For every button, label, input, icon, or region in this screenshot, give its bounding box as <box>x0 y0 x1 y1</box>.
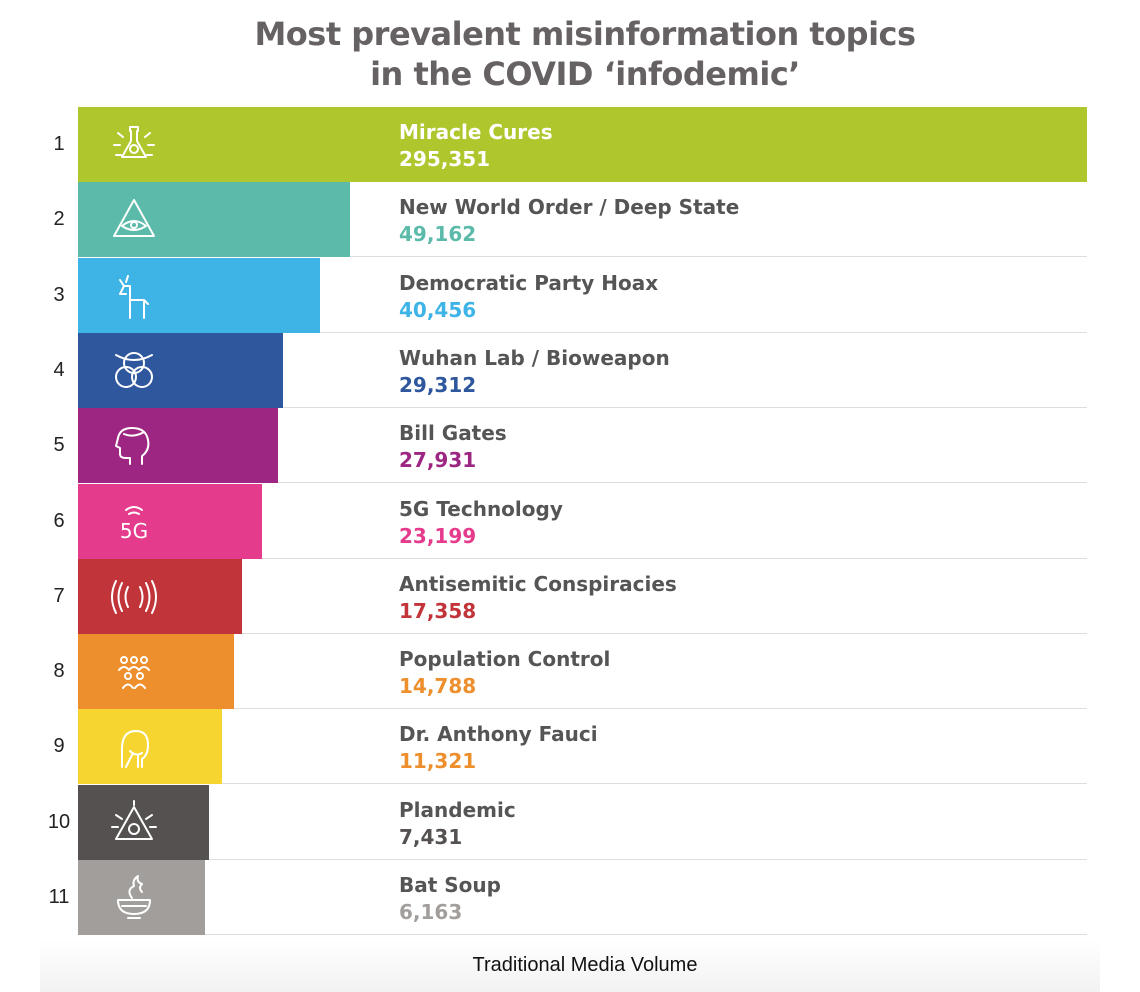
category-label: Bill Gates <box>399 421 507 446</box>
value-label: 14,788 <box>399 674 477 699</box>
bar-row: 4 Wuhan Lab / Bioweapon 29,312 <box>0 332 1140 408</box>
category-label: Bat Soup <box>399 873 501 897</box>
bar-row: 7 Antisemitic Conspiracies 17,358 <box>0 558 1140 634</box>
row-divider <box>78 708 1087 710</box>
chart-title: Most prevalent misinformation topics in t… <box>254 15 916 93</box>
bar-row: 9 Dr. Anthony Fauci 11,321 <box>0 709 1140 785</box>
bar <box>78 408 279 484</box>
rank-label: 5 <box>53 434 65 457</box>
radio-waves-icon <box>111 579 157 614</box>
row-divider <box>78 406 1087 408</box>
rank-label: 10 <box>47 810 71 833</box>
rank-label: 7 <box>53 584 65 607</box>
category-label: Dr. Anthony Fauci <box>399 722 598 747</box>
category-label: New World Order / Deep State <box>399 195 740 220</box>
footer-shade <box>40 940 1100 992</box>
value-label: 295,351 <box>399 147 491 171</box>
row-divider <box>78 783 1087 785</box>
value-label: 27,931 <box>399 448 477 473</box>
rank-label: 9 <box>53 735 65 758</box>
rank-label: 3 <box>53 283 65 306</box>
bar-row: 11 Bat Soup 6,163 <box>0 860 1140 935</box>
donkey-icon <box>119 274 149 319</box>
category-label: Democratic Party Hoax <box>399 270 659 295</box>
category-label: Miracle Cures <box>399 120 553 144</box>
row-divider <box>78 482 1087 484</box>
category-label: Wuhan Lab / Bioweapon <box>399 345 670 370</box>
rank-label: 8 <box>53 660 65 683</box>
biohazard-icon <box>115 351 153 388</box>
category-label: Plandemic <box>399 797 516 822</box>
value-label: 17,358 <box>399 598 477 623</box>
category-label: Population Control <box>399 647 611 672</box>
bar <box>78 558 243 634</box>
virus-triangle-icon <box>111 799 157 840</box>
bar <box>78 107 1087 182</box>
rank-label: 1 <box>53 133 65 155</box>
svg-text:5G: 5G <box>120 519 148 543</box>
bar-row: 2 New World Order / Deep State 49,162 <box>0 182 1140 258</box>
all-seeing-eye-icon <box>113 199 155 238</box>
head-profile-icon <box>115 427 150 466</box>
row-divider <box>78 934 1087 935</box>
value-label: 6,163 <box>399 900 463 924</box>
row-divider <box>78 331 1087 333</box>
value-label: 40,456 <box>399 297 477 322</box>
bar <box>78 257 321 333</box>
row-divider <box>78 858 1087 860</box>
bar-row: 10 Plandemic 7,431 <box>0 784 1140 860</box>
bat-soup-bowl-icon <box>117 875 151 919</box>
value-label: 23,199 <box>399 523 477 548</box>
bar <box>78 860 205 935</box>
bar-row: 3 Democratic Party Hoax 40,456 <box>0 257 1140 333</box>
row-divider <box>78 557 1087 559</box>
value-label: 7,431 <box>399 824 463 849</box>
5g-signal-icon: 5G <box>120 505 148 543</box>
rank-label: 11 <box>48 886 70 908</box>
bar <box>78 784 210 860</box>
bar-row: 5 Bill Gates 27,931 <box>0 408 1140 484</box>
bar-row: 1 Miracle Cures 295,351 <box>0 107 1140 182</box>
rank-label: 6 <box>53 509 65 532</box>
rank-label: 2 <box>53 208 65 231</box>
value-label: 29,312 <box>399 372 477 397</box>
category-label: 5G Technology <box>399 496 563 521</box>
category-label: Antisemitic Conspiracies <box>399 571 677 596</box>
bar: 5G <box>78 483 263 559</box>
bar <box>78 332 283 408</box>
crowd-icon <box>118 656 150 690</box>
bar <box>78 634 234 710</box>
rank-label: 4 <box>53 358 65 381</box>
row-divider <box>78 632 1087 634</box>
bar <box>78 709 223 785</box>
value-label: 49,162 <box>399 222 477 247</box>
value-label: 11,321 <box>399 749 477 774</box>
bar-row: 8 Population Control 14,788 <box>0 634 1140 710</box>
flask-sparkle-icon <box>113 126 155 158</box>
row-divider <box>78 256 1087 258</box>
fauci-face-icon <box>121 730 149 769</box>
x-axis-label: Traditional Media Volume <box>472 954 698 976</box>
bar-row: 6 5G 5G Technology 23,199 <box>0 483 1140 559</box>
bar <box>78 182 350 258</box>
